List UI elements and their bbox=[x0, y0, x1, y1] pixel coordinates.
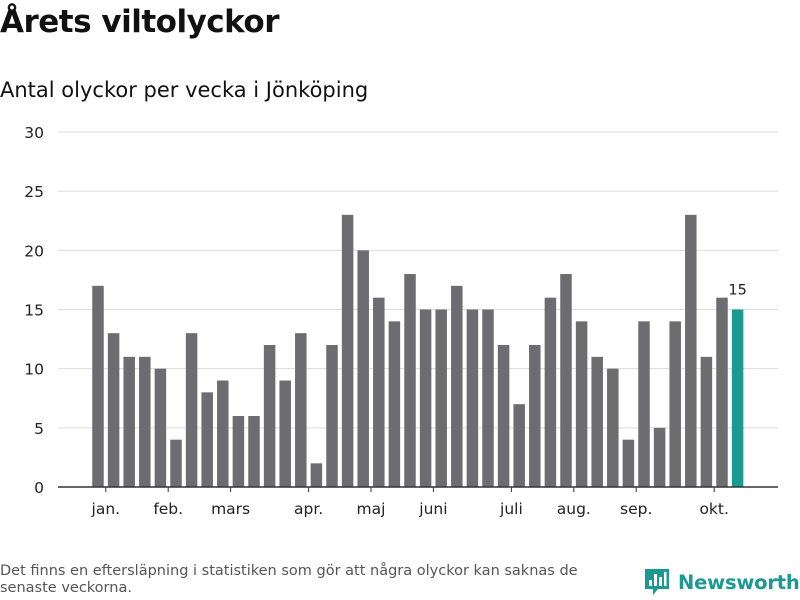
bar-week-4[interactable] bbox=[139, 356, 151, 487]
bar-current-week[interactable] bbox=[731, 309, 744, 488]
x-tick-label: juli bbox=[499, 500, 523, 518]
chart-subtitle: Antal olyckor per vecka i Jönköping bbox=[0, 78, 369, 102]
bar-week-38[interactable] bbox=[669, 321, 681, 487]
bar-week-7[interactable] bbox=[185, 333, 198, 487]
bar-week-14[interactable] bbox=[295, 333, 307, 487]
bar-week-36[interactable] bbox=[638, 321, 650, 487]
bar-week-23[interactable] bbox=[435, 309, 447, 488]
bar-week-20[interactable] bbox=[388, 321, 401, 487]
x-tick-label: sep. bbox=[620, 500, 652, 518]
y-axis-ticks: 0 5 10 15 20 25 30 bbox=[24, 124, 44, 497]
bar-week-34[interactable] bbox=[607, 368, 619, 487]
bar-week-29[interactable] bbox=[529, 345, 541, 487]
bar-week-24[interactable] bbox=[451, 285, 463, 487]
x-tick-label: mars bbox=[211, 500, 250, 518]
bar-week-2[interactable] bbox=[107, 333, 120, 487]
bar-chart-logo-icon bbox=[645, 569, 669, 595]
bar-week-32[interactable] bbox=[575, 321, 588, 487]
y-tick-label: 15 bbox=[24, 302, 44, 320]
bar-week-26[interactable] bbox=[482, 309, 494, 488]
y-tick-label: 30 bbox=[24, 124, 44, 142]
bar-week-10[interactable] bbox=[232, 416, 245, 487]
bar-week-8[interactable] bbox=[201, 392, 213, 487]
x-tick-label: okt. bbox=[699, 500, 728, 518]
bar-week-30[interactable] bbox=[544, 297, 557, 487]
y-tick-label: 20 bbox=[24, 242, 44, 260]
bar-week-17[interactable] bbox=[341, 214, 354, 488]
x-axis-ticks: jan. feb. mars apr. maj juni juli aug. sep. okt. bbox=[91, 487, 729, 518]
bar-week-11[interactable] bbox=[248, 416, 260, 487]
bar-week-12[interactable] bbox=[263, 345, 276, 487]
bar-week-5[interactable] bbox=[154, 368, 167, 487]
x-tick-label: jan. bbox=[91, 500, 121, 518]
x-tick-label: aug. bbox=[557, 500, 591, 518]
x-tick-label: feb. bbox=[153, 500, 183, 518]
x-tick-label: apr. bbox=[294, 500, 323, 518]
bar-week-22[interactable] bbox=[419, 309, 432, 488]
bar-week-27[interactable] bbox=[497, 345, 510, 487]
bar-week-3[interactable] bbox=[123, 356, 135, 487]
bar-week-39[interactable] bbox=[685, 214, 697, 488]
bar-week-16[interactable] bbox=[326, 345, 338, 487]
bar-week-6[interactable] bbox=[170, 439, 182, 487]
bar-week-9[interactable] bbox=[217, 380, 229, 488]
x-tick-label: juni bbox=[418, 500, 447, 518]
bar-week-35[interactable] bbox=[622, 439, 635, 487]
x-tick-label: maj bbox=[357, 500, 386, 518]
bar-week-25[interactable] bbox=[466, 309, 479, 488]
grid-layer bbox=[58, 131, 778, 429]
bar-week-19[interactable] bbox=[373, 297, 385, 487]
y-tick-label: 5 bbox=[34, 420, 44, 438]
bar-chart: 0 5 10 15 20 25 30 jan. feb. mars apr. maj juni juli… bbox=[24, 124, 778, 518]
bar-week-13[interactable] bbox=[279, 380, 291, 488]
bar-week-33[interactable] bbox=[591, 356, 603, 487]
brand-logo[interactable]: Newsworthy bbox=[644, 568, 800, 596]
data-labels: 15 bbox=[728, 283, 746, 299]
bar-week-37[interactable] bbox=[653, 427, 666, 487]
bar-week-21[interactable] bbox=[404, 274, 416, 487]
current-week-value-label: 15 bbox=[728, 283, 746, 299]
bar-week-31[interactable] bbox=[560, 274, 572, 487]
bars-layer bbox=[92, 214, 744, 488]
brand-name: Newsworthy bbox=[678, 570, 800, 594]
y-tick-label: 0 bbox=[34, 479, 44, 497]
bar-week-1[interactable] bbox=[92, 285, 104, 487]
bar-week-18[interactable] bbox=[357, 250, 369, 487]
footnote: Det finns en eftersläpning i statistiken… bbox=[0, 563, 578, 596]
y-tick-label: 25 bbox=[24, 183, 44, 201]
bar-week-40[interactable] bbox=[700, 356, 713, 487]
y-tick-label: 10 bbox=[24, 361, 44, 379]
page-title: Årets viltolyckor bbox=[0, 4, 280, 40]
bar-week-15[interactable] bbox=[310, 463, 323, 487]
bar-week-28[interactable] bbox=[513, 404, 525, 487]
bar-week-41[interactable] bbox=[716, 297, 728, 487]
